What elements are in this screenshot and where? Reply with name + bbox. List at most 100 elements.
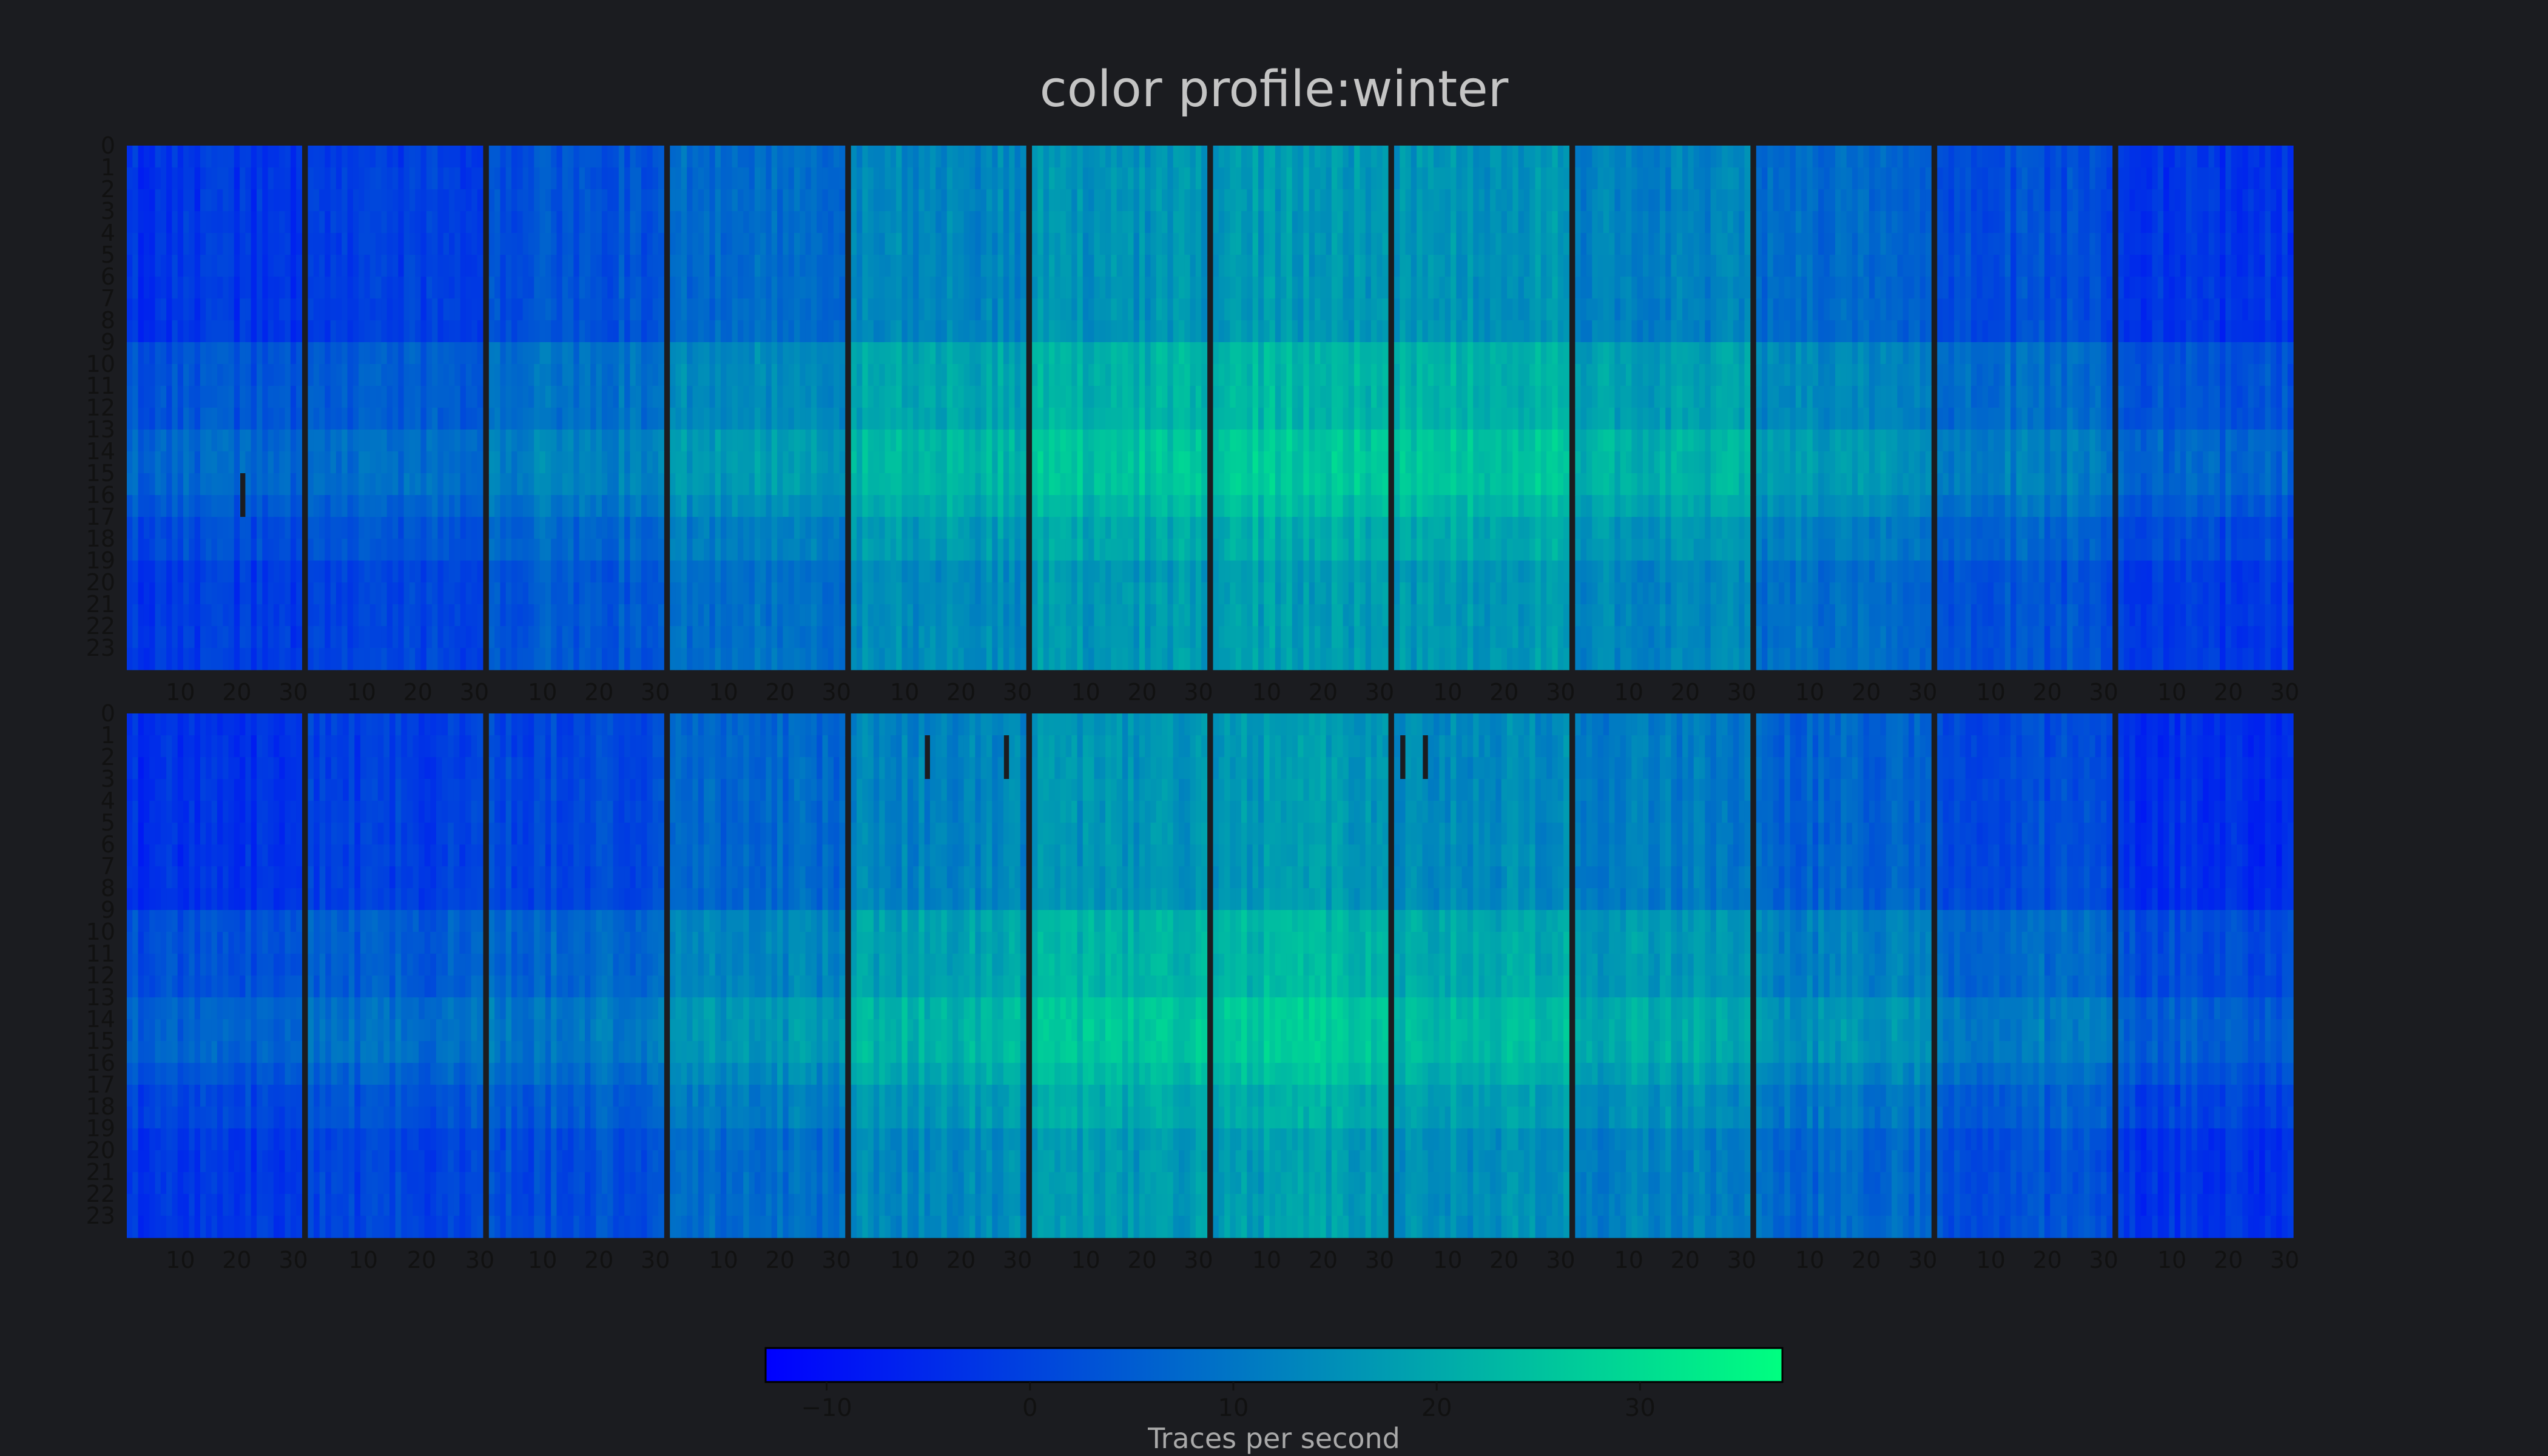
heatmap-cell	[273, 626, 280, 649]
heatmap-cell	[862, 561, 869, 583]
heatmap-cell	[1309, 495, 1315, 517]
heatmap-cell	[308, 146, 314, 168]
heatmap-cell	[1326, 146, 1332, 168]
heatmap-cell	[726, 342, 733, 365]
heatmap-cell	[234, 473, 240, 496]
heatmap-cell	[522, 189, 529, 212]
heatmap-cell	[166, 495, 173, 517]
heatmap-cell	[342, 298, 348, 321]
heatmap-cell	[240, 167, 246, 190]
heatmap-cell	[155, 146, 161, 168]
heatmap-cell	[471, 211, 478, 234]
heatmap-cell	[443, 320, 450, 343]
heatmap-cell	[290, 517, 297, 539]
heatmap-cell	[952, 364, 959, 386]
heatmap-cell	[471, 167, 478, 190]
heatmap-cell	[997, 430, 1004, 452]
heatmap-cell	[325, 233, 331, 255]
heatmap-cell	[630, 146, 636, 168]
heatmap-cell	[675, 517, 682, 539]
heatmap-cell	[777, 298, 783, 321]
heatmap-cell	[347, 277, 354, 299]
x-tick-label: 20	[222, 679, 251, 706]
month-panel	[670, 146, 846, 670]
heatmap-cell	[1150, 211, 1157, 234]
heatmap-cell	[386, 211, 393, 234]
heatmap-cell	[240, 451, 246, 474]
heatmap-cell	[347, 473, 354, 496]
heatmap-cell	[1281, 167, 1287, 190]
heatmap-cell	[471, 255, 478, 277]
heatmap-cell	[1065, 255, 1072, 277]
heatmap-cell	[477, 408, 484, 430]
heatmap-cell	[262, 451, 269, 474]
heatmap-cell	[839, 561, 846, 583]
heatmap-cell	[913, 146, 919, 168]
heatmap-cell	[1020, 626, 1026, 649]
heatmap-cell	[132, 298, 139, 321]
heatmap-cell	[862, 233, 869, 255]
heatmap-cell	[902, 342, 908, 365]
heatmap-cell	[228, 167, 235, 190]
heatmap-cell	[211, 167, 218, 190]
heatmap-cell	[1032, 517, 1038, 539]
heatmap-cell	[364, 495, 371, 517]
heatmap-cell	[1094, 539, 1100, 561]
heatmap-cell	[539, 582, 546, 605]
heatmap-cell	[935, 298, 942, 321]
heatmap-cell	[1286, 451, 1293, 474]
heatmap-cell	[1043, 342, 1050, 365]
heatmap-cell	[975, 189, 982, 212]
heatmap-cell	[692, 167, 699, 190]
heatmap-cell	[200, 211, 206, 234]
heatmap-cell	[1111, 430, 1117, 452]
heatmap-cell	[217, 539, 223, 561]
heatmap-cell	[698, 408, 704, 430]
heatmap-cell	[1043, 473, 1050, 496]
heatmap-cell	[177, 539, 184, 561]
heatmap-cell	[1201, 277, 1208, 299]
heatmap-cell	[788, 430, 795, 452]
heatmap-cell	[618, 277, 625, 299]
heatmap-cell	[443, 451, 450, 474]
heatmap-cell	[924, 539, 931, 561]
heatmap-cell	[279, 451, 286, 474]
heatmap-cell	[862, 582, 869, 605]
heatmap-cell	[369, 277, 376, 299]
heatmap-cell	[1235, 277, 1242, 299]
heatmap-cell	[1162, 604, 1168, 627]
heatmap-cell	[319, 277, 325, 299]
heatmap-cell	[325, 189, 331, 212]
heatmap-cell	[364, 298, 371, 321]
heatmap-cell	[851, 189, 857, 212]
heatmap-cell	[862, 364, 869, 386]
heatmap-cell	[834, 277, 840, 299]
heatmap-cell	[856, 167, 863, 190]
heatmap-cell	[941, 408, 948, 430]
heatmap-cell	[573, 517, 580, 539]
heatmap-cell	[194, 495, 201, 517]
heatmap-cell	[500, 342, 507, 365]
heatmap-cell	[177, 342, 184, 365]
heatmap-cell	[206, 386, 212, 408]
heatmap-cell	[1048, 408, 1055, 430]
heatmap-cell	[386, 517, 393, 539]
heatmap-cell	[1190, 430, 1196, 452]
heatmap-cell	[896, 146, 902, 168]
heatmap-cell	[189, 364, 195, 386]
heatmap-cell	[929, 233, 936, 255]
heatmap-cell	[127, 189, 133, 212]
heatmap-cell	[687, 146, 693, 168]
heatmap-cell	[1230, 364, 1236, 386]
heatmap-cell	[952, 211, 959, 234]
heatmap-cell	[658, 277, 664, 299]
heatmap-cell	[1162, 320, 1168, 343]
heatmap-cell	[1043, 211, 1050, 234]
heatmap-cell	[381, 211, 388, 234]
heatmap-cell	[1281, 408, 1287, 430]
heatmap-cell	[777, 320, 783, 343]
heatmap-cell	[1230, 255, 1236, 277]
heatmap-cell	[856, 582, 863, 605]
heatmap-cell	[268, 298, 274, 321]
heatmap-cell	[749, 320, 755, 343]
